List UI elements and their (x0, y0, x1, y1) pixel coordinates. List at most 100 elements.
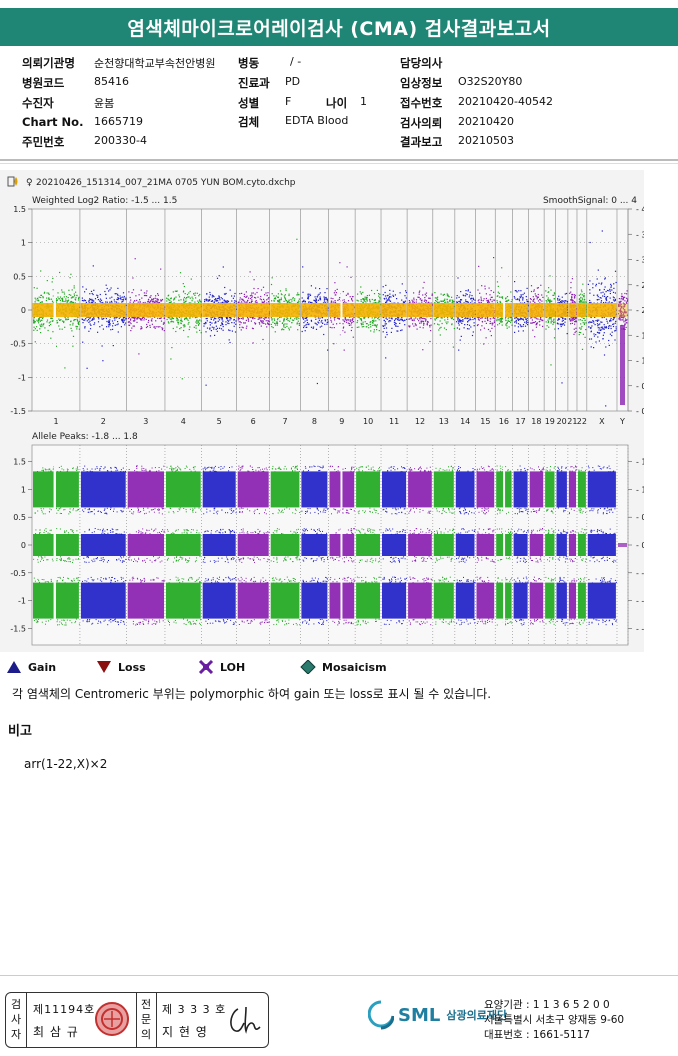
chr-8-allele-bands (301, 465, 329, 625)
top-panel-title: Weighted Log2 Ratio: -1.5 ... 1.5 (32, 196, 177, 206)
divider (0, 163, 678, 164)
chromosome-label: 19 (545, 417, 555, 426)
info-label: 검체 (238, 115, 260, 129)
axis-tick-label: -0.5 (10, 340, 26, 349)
chromosome-label: 6 (251, 417, 256, 426)
smooth-signal-band (165, 303, 202, 317)
chromosome-label: 22 (577, 417, 587, 426)
smooth-signal-band (202, 303, 237, 317)
axis-tick-label: -0.5 (10, 569, 26, 578)
info-label: 접수번호 (400, 96, 443, 110)
chr-22-allele-bands (578, 467, 587, 625)
centromere-gap (340, 446, 343, 644)
smooth-signal-band (80, 303, 127, 317)
chr-18-allele-bands (529, 466, 544, 625)
centromere-gap (503, 210, 506, 410)
chromosome-label: 12 (415, 417, 425, 426)
axis-tick-label: 0 (21, 541, 26, 550)
tester-role-label: 검사자 (10, 998, 22, 1041)
smooth-signal-band (237, 303, 270, 317)
chromosome-label: 8 (312, 417, 317, 426)
info-label: 임상정보 (400, 76, 443, 90)
chr-19-allele-bands (545, 466, 556, 625)
cma-plot-svg: ♀ 20210426_151314_007_21MA 0705 YUN BOM.… (0, 170, 657, 652)
chromosome-label: 9 (339, 417, 344, 426)
smooth-signal-band (407, 303, 433, 317)
legend: Gain Loss LOH Mosaicism (6, 660, 666, 680)
smooth-signal-band (381, 303, 407, 317)
smooth-signal-band (127, 303, 165, 317)
smooth-signal-band (587, 303, 617, 317)
info-value: 1 (360, 95, 367, 108)
tester-seal-icon (95, 1002, 129, 1036)
info-value: F (285, 95, 292, 108)
chromosome-label: 20 (557, 417, 567, 426)
chr-Y-allele-bands (617, 543, 627, 547)
remark-karyotype: arr(1-22,X)×2 (24, 757, 108, 771)
sml-logo-text: SML (398, 1004, 441, 1026)
centromere-gap (340, 210, 343, 410)
file-name: 20210426_151314_007_21MA 0705 YUN BOM.cy… (36, 178, 296, 188)
chromosome-label: 15 (480, 417, 490, 426)
info-value: 200330-4 (94, 134, 147, 147)
chromosome-label: 14 (460, 417, 470, 426)
divider (0, 159, 678, 161)
legend-label: Mosaicism (322, 660, 387, 674)
legend-loss: Loss (96, 660, 146, 674)
divider (156, 993, 157, 1047)
chromosome-label: X (599, 417, 605, 426)
smooth-signal-band (513, 303, 529, 317)
bottom-panel-title: Allele Peaks: -1.8 ... 1.8 (32, 432, 138, 442)
allele-peaks-scatter (33, 446, 627, 644)
chromosome-label: 1 (53, 417, 58, 426)
axis-tick-label: - 0 (636, 407, 644, 416)
axis-tick-label: - 2 (636, 306, 644, 315)
divider (136, 993, 137, 1047)
institution-phone: 대표번호 : 1661-5117 (484, 1029, 591, 1041)
axis-tick-label: 0 (21, 306, 26, 315)
chr-2-allele-bands (80, 465, 127, 626)
info-value: EDTA Blood (285, 114, 349, 127)
remark-title: 비고 (8, 724, 32, 739)
chromosome-label: 7 (283, 417, 288, 426)
axis-tick-label: - 1 (636, 357, 644, 366)
loss-triangle-icon (97, 661, 111, 673)
axis-tick-label: -1 (18, 597, 26, 606)
axis-tick-label: -1.5 (10, 624, 26, 633)
chr-5-allele-bands (202, 465, 237, 625)
axis-tick-label: -1 (18, 373, 26, 382)
info-value: 20210503 (458, 134, 514, 147)
cma-karyogram-figure: ♀ 20210426_151314_007_21MA 0705 YUN BOM.… (0, 170, 657, 652)
chr-13-allele-bands (433, 465, 455, 625)
smooth-signal-band (300, 303, 328, 317)
info-value: 20210420 (458, 115, 514, 128)
chr-y-drop (619, 325, 625, 405)
chromosome-label: 21 (567, 417, 577, 426)
patient-info: 의뢰기관명 순천향대학교부속천안병원 병원코드 85416 수진자 윤봄 Cha… (0, 53, 678, 155)
info-label: 결과보고 (400, 135, 443, 149)
axis-tick-label: 0.5 (13, 272, 26, 281)
institution-address: 서울특별시 서초구 양재동 9-60 (484, 1014, 625, 1026)
info-value: PD (285, 75, 301, 88)
chromosome-label: 5 (217, 417, 222, 426)
legend-mosaicism: Mosaicism (300, 660, 387, 674)
doctor-license: 제 3 3 3 호 (162, 1003, 227, 1016)
chr-17-allele-bands (513, 465, 529, 626)
smooth-signal-band (568, 303, 577, 317)
chromosome-labels: 1 2 3 4 5 6 7 8 9 10 11 12 13 14 15 16 17 18 19 20 21 22 X Y (53, 417, 625, 426)
centromere-gap (503, 446, 506, 644)
axis-tick-label: - -0.5 (636, 569, 644, 578)
axis-tick-label: 1 (21, 239, 26, 248)
axis-tick-label: 1.5 (13, 205, 26, 214)
chr-3-allele-bands (127, 465, 165, 626)
top-left-axis: 1.5 1 0.5 0 -0.5 -1 -1.5 (10, 205, 32, 416)
axis-tick-label: 1.5 (13, 458, 26, 467)
divider (26, 993, 27, 1047)
info-value: 순천향대학교부속천안병원 (94, 57, 216, 70)
axis-tick-label: 1 (21, 485, 26, 494)
chr-20-allele-bands (556, 466, 568, 626)
info-label: 담당의사 (400, 56, 443, 70)
institution-code: 요양기관 : 1 1 3 6 5 2 0 0 (484, 999, 610, 1011)
doctor-role-label: 전문의 (140, 998, 152, 1041)
info-label: 병원코드 (22, 76, 65, 90)
